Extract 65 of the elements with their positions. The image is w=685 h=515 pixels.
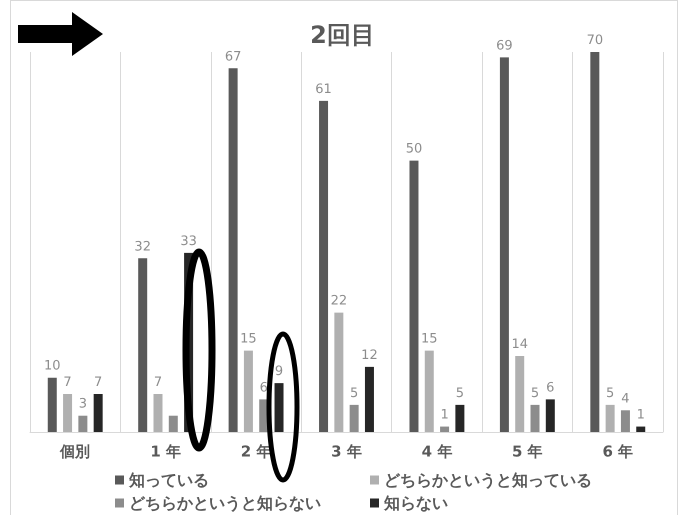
bar (78, 416, 88, 432)
data-label: 5 (456, 386, 464, 401)
bar (409, 160, 418, 432)
bar (244, 350, 253, 432)
data-label: 5 (350, 386, 358, 401)
data-label: 22 (330, 294, 348, 309)
bar (168, 416, 178, 432)
data-label: 4 (621, 391, 630, 406)
x-tick-label: 6 年 (602, 442, 634, 460)
legend-label: どちらかというと知っている (384, 470, 592, 490)
x-tick-label: 2 年 (240, 442, 272, 460)
x-tick-label: 5 年 (512, 442, 543, 460)
x-tick-label: 3 年 (331, 442, 362, 460)
bar (440, 426, 450, 432)
data-label: 3 (78, 396, 88, 412)
bar (334, 312, 344, 432)
data-label: 7 (94, 375, 102, 390)
legend-label: 知っている (128, 470, 209, 490)
data-label: 70 (586, 33, 604, 48)
data-label: 50 (406, 142, 422, 157)
bar (546, 399, 555, 432)
bar (515, 356, 524, 432)
bar (228, 68, 238, 432)
data-label: 7 (154, 375, 162, 390)
data-label: 5 (606, 386, 614, 401)
legend-label: どちらかというと知らない (129, 494, 321, 512)
bar (636, 426, 646, 432)
bar (138, 258, 148, 432)
data-label: 6 (260, 380, 268, 396)
bar (530, 404, 540, 432)
data-label: 61 (315, 82, 332, 97)
bar (48, 378, 57, 432)
bar (590, 52, 600, 432)
bar (94, 394, 103, 432)
data-label: 15 (421, 332, 438, 347)
data-label: 67 (224, 49, 242, 64)
bar (455, 404, 464, 432)
bar (606, 404, 615, 432)
data-label: 12 (361, 348, 378, 363)
legend-label: 知らない (383, 494, 448, 512)
bar (620, 410, 630, 432)
bar (424, 350, 434, 432)
data-label: 14 (511, 337, 528, 352)
x-tick-label: 個別 (59, 442, 90, 460)
bar (319, 100, 328, 432)
bar (364, 366, 374, 432)
data-label: 1 (636, 408, 645, 423)
bar (274, 383, 284, 432)
bar (153, 394, 162, 432)
bar (500, 57, 509, 432)
bar (350, 404, 359, 432)
data-label: 33 (180, 234, 197, 249)
data-label: 15 (240, 332, 257, 347)
data-label: 6 (546, 380, 554, 396)
data-label: 5 (530, 386, 540, 401)
chart-title: 2回目 (310, 21, 375, 49)
bar (63, 394, 72, 432)
x-tick-label: 1 年 (150, 442, 181, 460)
data-label: 69 (496, 38, 513, 54)
data-label: 32 (134, 239, 151, 254)
x-tick-label: 4 年 (422, 442, 452, 460)
data-label: 1 (440, 408, 449, 423)
data-label: 7 (63, 375, 72, 390)
data-label: 9 (274, 364, 284, 380)
data-label: 10 (44, 358, 61, 374)
